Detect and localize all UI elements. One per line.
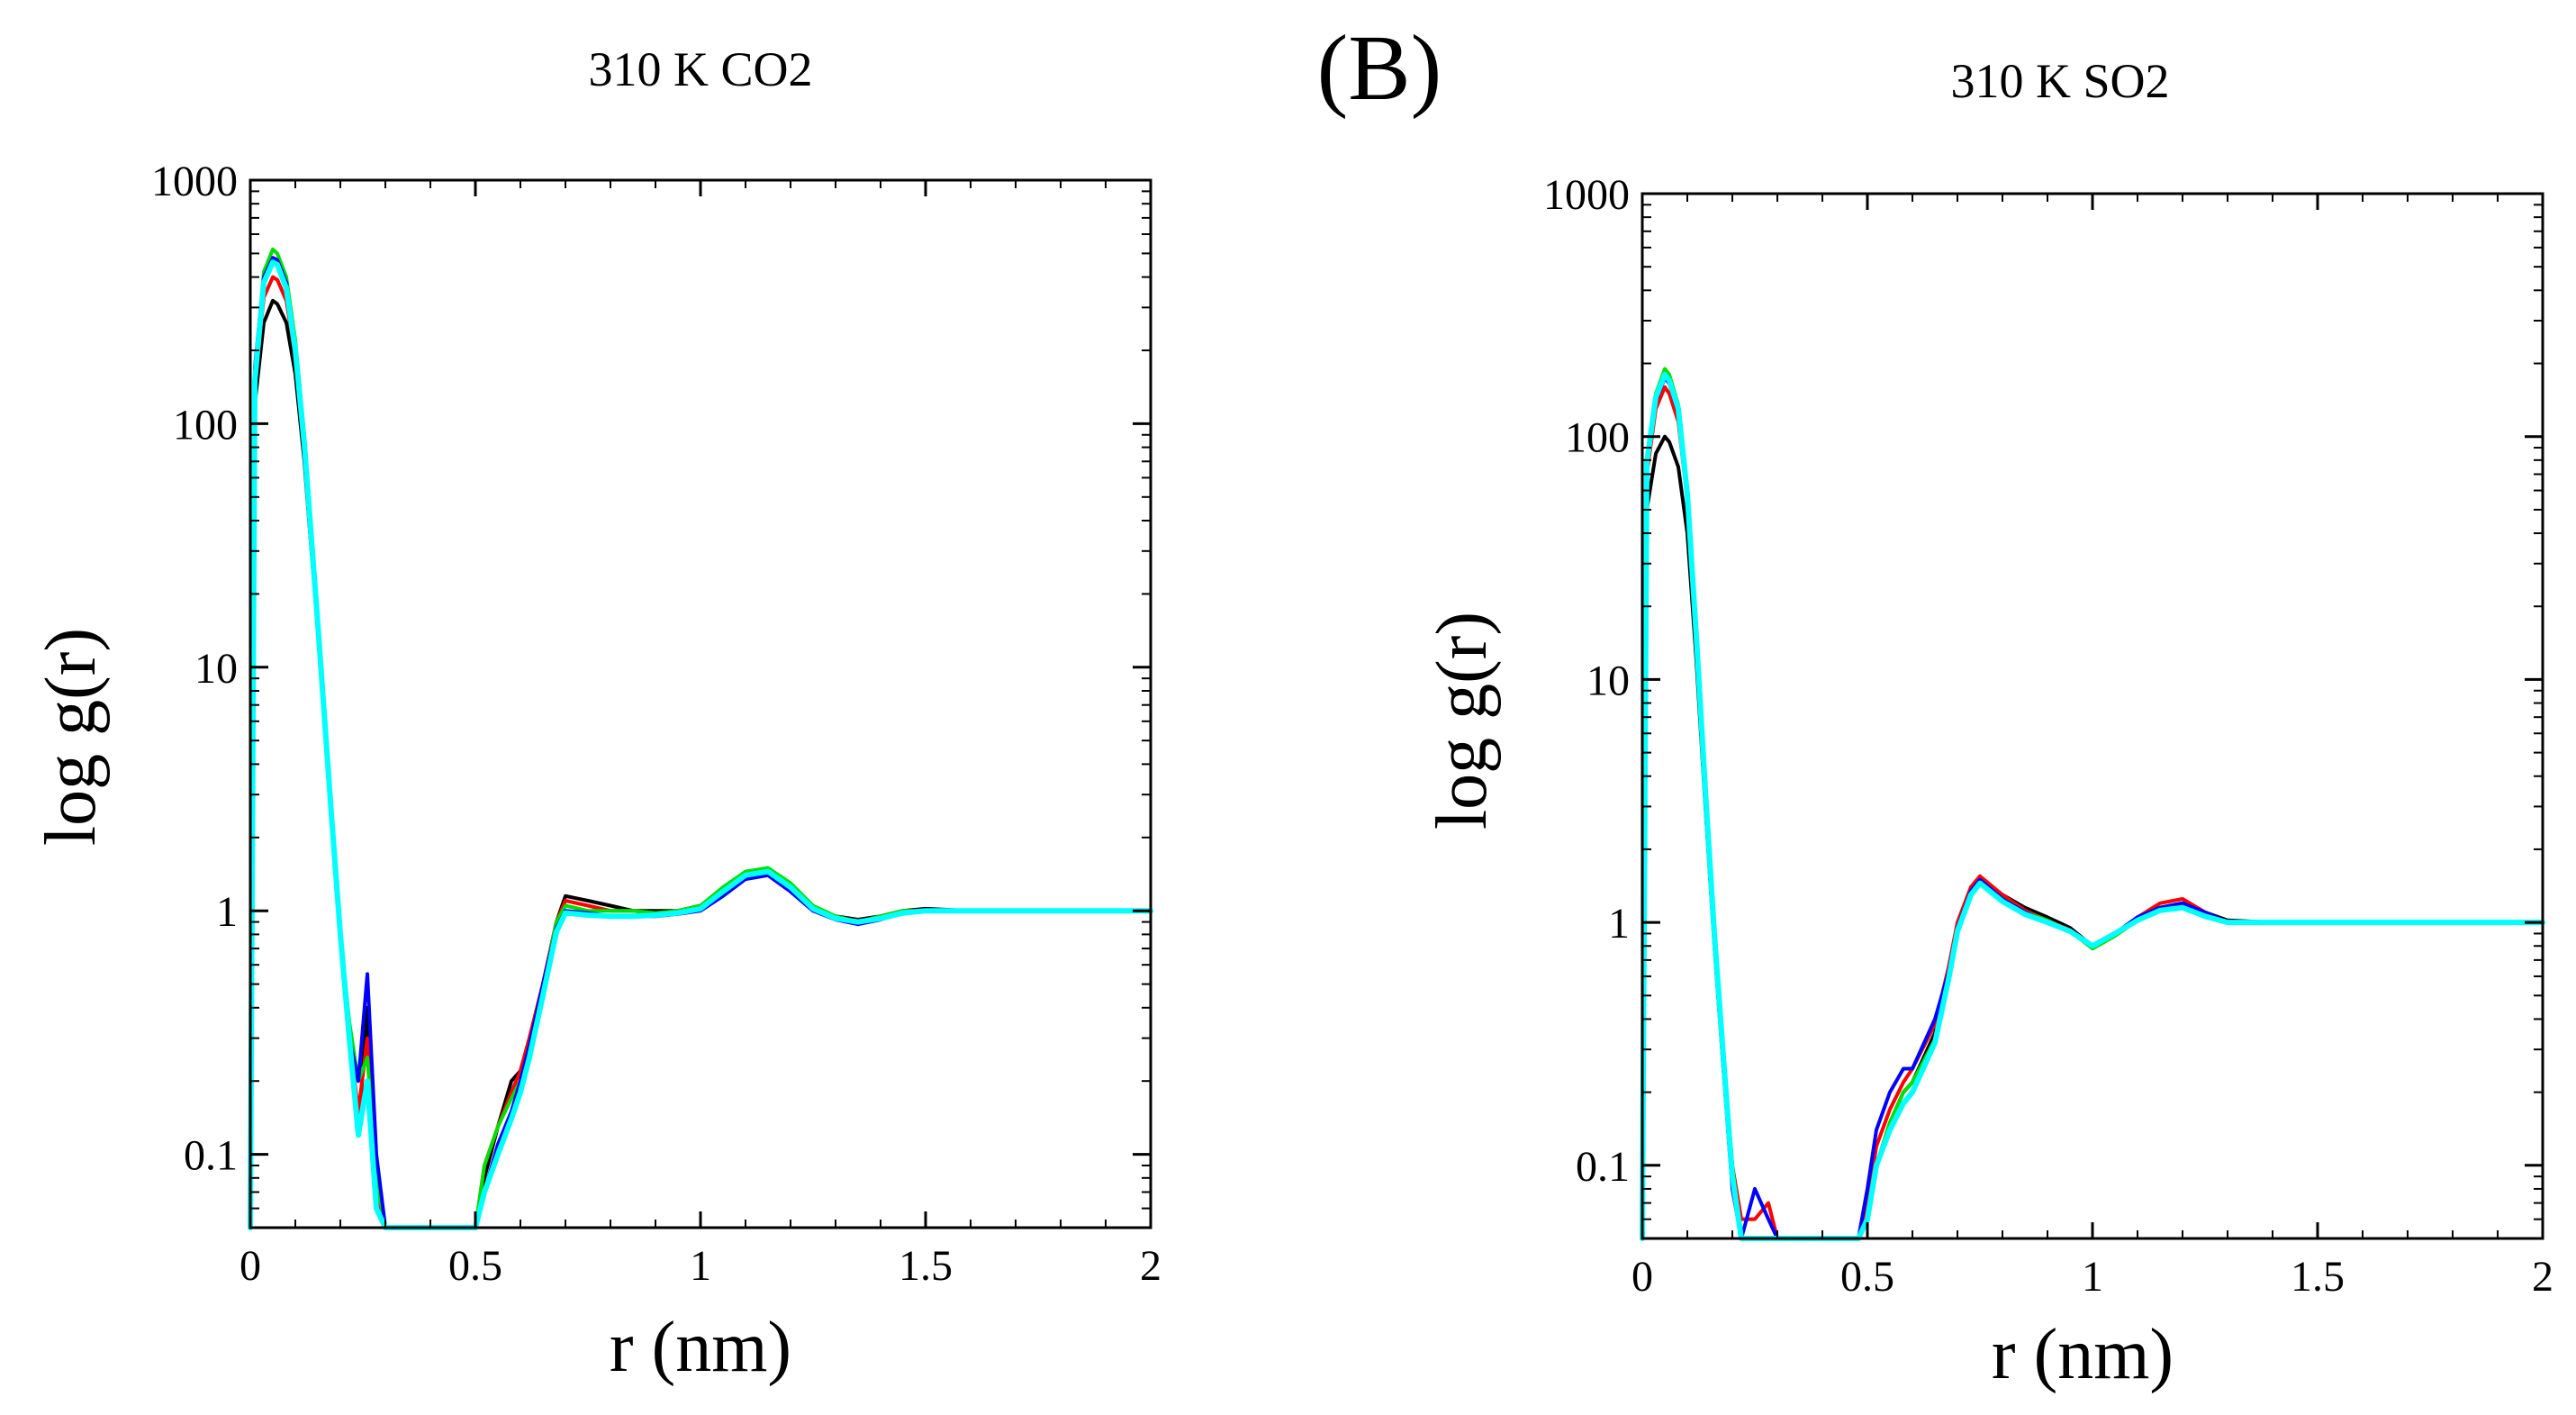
y-tick-label: 10 (194, 645, 238, 693)
plot-frame (1641, 192, 2544, 1240)
y-axis-label: log g(r) (1423, 612, 1502, 830)
chart-co2: 310 K CO2 log g(r) r (nm) 0 0.5 1 1.5 2 0.1 1 1… (32, 42, 1161, 1387)
y-tick-label: 0.1 (184, 1132, 238, 1180)
x-tick-label: 0 (1631, 1253, 1653, 1301)
x-tick-label: 2 (2532, 1253, 2553, 1301)
chart-so2: 310 K SO2 log g(r) r (nm) 0 0.5 1 1.5 2 0.1 1 1… (1423, 54, 2553, 1394)
x-axis-label: r (nm) (1992, 1315, 2174, 1394)
series-layer (1640, 367, 2545, 1241)
x-axis-label: r (nm) (610, 1308, 791, 1387)
y-tick-label: 10 (1586, 657, 1630, 704)
x-tick-label: 0.5 (448, 1242, 502, 1290)
x-tick-label: 0 (240, 1242, 261, 1290)
y-tick-label: 1 (216, 888, 238, 936)
x-tick-label: 2 (1140, 1242, 1161, 1290)
y-axis-label: log g(r) (32, 628, 111, 846)
x-tick-label: 1.5 (899, 1242, 953, 1290)
ticks-layer: 0 0.5 1 1.5 2 0.1 1 10 100 1000 (1543, 171, 2553, 1301)
chart-title: 310 K SO2 (1950, 54, 2169, 108)
series-line-cyan (248, 259, 1153, 1230)
y-tick-label: 1 (1608, 900, 1630, 948)
ticks-layer: 0 0.5 1 1.5 2 0.1 1 10 100 1000 (151, 158, 1161, 1290)
y-tick-label: 1000 (151, 158, 238, 205)
y-tick-label: 0.1 (1576, 1143, 1630, 1191)
series-layer (248, 247, 1153, 1230)
chart-title: 310 K CO2 (588, 42, 812, 96)
y-tick-label: 100 (173, 401, 238, 449)
x-tick-label: 1 (690, 1242, 711, 1290)
x-tick-label: 1 (2082, 1253, 2103, 1301)
y-tick-label: 100 (1565, 414, 1630, 462)
panel-letter: (B) (1317, 16, 1442, 120)
series-line-cyan (1640, 371, 2545, 1241)
plot-frame (249, 178, 1152, 1229)
x-tick-label: 0.5 (1840, 1253, 1894, 1301)
x-tick-label: 1.5 (2291, 1253, 2345, 1301)
y-tick-label: 1000 (1543, 171, 1630, 219)
